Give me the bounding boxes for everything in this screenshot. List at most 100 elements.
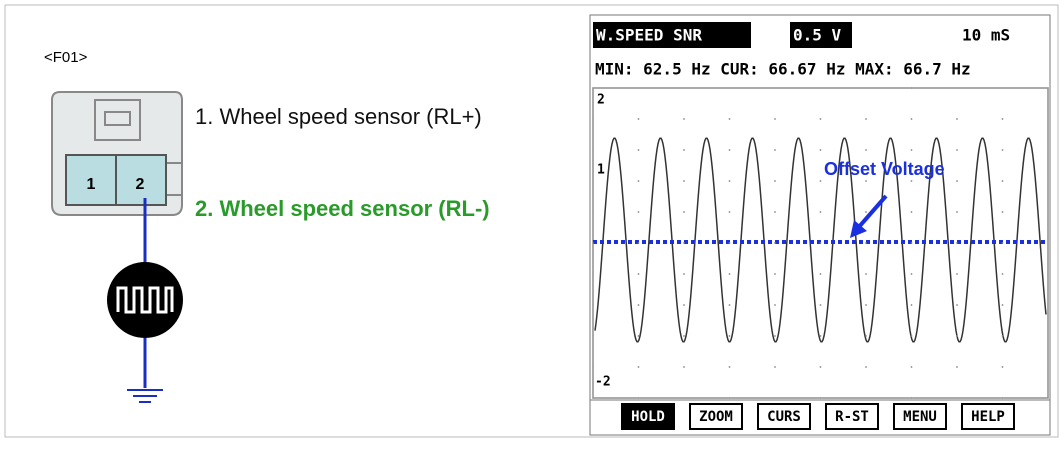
sensor-symbol xyxy=(107,262,183,338)
grid-dot xyxy=(956,304,958,306)
grid-dot xyxy=(592,211,594,213)
scope-button[interactable]: ZOOM xyxy=(689,403,743,430)
button-face xyxy=(689,403,743,430)
grid-dot xyxy=(956,242,958,244)
grid-dot xyxy=(728,149,731,151)
grid-dot xyxy=(637,118,640,120)
grid-dot xyxy=(637,180,640,182)
grid-dot xyxy=(819,180,822,182)
grid-dot xyxy=(728,273,731,275)
pin-cell xyxy=(115,154,167,206)
scope: W.SPEED SNR 0.5 V 10 mS MIN: 62.5 Hz CUR… xyxy=(589,14,1051,436)
scope-button[interactable]: R-ST xyxy=(825,403,879,430)
grid-dot xyxy=(1001,87,1004,89)
grid-dot xyxy=(774,149,776,151)
grid-dot xyxy=(1047,366,1049,368)
grid-dot xyxy=(637,304,640,306)
pin-number: 2 xyxy=(136,176,145,193)
grid-dot xyxy=(956,180,958,182)
grid-dot xyxy=(592,149,594,151)
grid-dot xyxy=(683,366,685,368)
grid-dot xyxy=(592,366,594,368)
scope-button[interactable]: HELP xyxy=(961,403,1015,430)
grid-dot xyxy=(683,304,685,306)
grid-dot xyxy=(592,335,594,337)
grid-dot xyxy=(1001,304,1004,306)
button-face xyxy=(825,403,879,430)
button-label: HOLD xyxy=(631,409,665,425)
grid-dot xyxy=(1001,242,1004,244)
grid-dot xyxy=(683,273,685,275)
grid-dot xyxy=(819,211,822,213)
grid-dot xyxy=(728,118,731,120)
grid-dot xyxy=(910,211,913,213)
grid-dot xyxy=(865,273,867,275)
button-face xyxy=(961,403,1015,430)
button-label: R-ST xyxy=(835,409,869,425)
grid-dot xyxy=(910,366,913,368)
grid-dot xyxy=(728,366,731,368)
grid-dot xyxy=(819,87,822,89)
button-label: MENU xyxy=(903,409,937,425)
grid-dot xyxy=(1047,335,1049,337)
axis-label: 2 xyxy=(597,93,605,108)
grid-dot xyxy=(728,335,731,337)
grid-dot xyxy=(1047,118,1049,120)
grid-dot xyxy=(956,211,958,213)
grid-dot xyxy=(865,180,867,182)
grid-dot xyxy=(910,149,913,151)
legend-item: 2. Wheel speed sensor (RL-) xyxy=(195,196,490,221)
grid-dot xyxy=(683,335,685,337)
axis-label: 1 xyxy=(597,163,605,178)
grid-dot xyxy=(819,397,822,399)
grid-dot xyxy=(956,366,958,368)
connector-latch xyxy=(94,99,141,141)
grid-dot xyxy=(728,87,731,89)
grid-dot xyxy=(910,304,913,306)
button-face xyxy=(621,403,675,430)
grid-dot xyxy=(865,118,867,120)
channel-name: W.SPEED SNR xyxy=(596,26,702,45)
button-label: CURS xyxy=(767,409,801,425)
grid-dot xyxy=(774,335,776,337)
grid-dot xyxy=(819,335,822,337)
scope-button[interactable]: HOLD xyxy=(621,403,675,430)
grid-dot xyxy=(910,118,913,120)
grid-dot xyxy=(637,397,640,399)
grid-dot xyxy=(774,118,776,120)
grid-dot xyxy=(1001,118,1004,120)
grid-dot xyxy=(637,87,640,89)
grid-dot xyxy=(865,242,867,244)
grid-dot xyxy=(1001,366,1004,368)
grid-dot xyxy=(1047,211,1049,213)
grid-dot xyxy=(910,335,913,337)
time-div: 10 mS xyxy=(962,26,1010,45)
header-box xyxy=(593,22,751,48)
grid-dot xyxy=(728,242,731,244)
grid-dot xyxy=(956,335,958,337)
grid-dot xyxy=(956,397,958,399)
grid-dot xyxy=(728,397,731,399)
grid-dot xyxy=(683,180,685,182)
grid-dot xyxy=(1001,180,1004,182)
grid-dot xyxy=(774,273,776,275)
arrow-head xyxy=(850,220,867,238)
grid-dot xyxy=(956,87,958,89)
grid-dot xyxy=(637,211,640,213)
connector-label: <F01> xyxy=(44,49,88,66)
grid-dot xyxy=(637,242,640,244)
grid-dot xyxy=(865,87,867,89)
scope-button[interactable]: CURS xyxy=(757,403,811,430)
grid-dot xyxy=(683,211,685,213)
grid-dot xyxy=(637,335,640,337)
scope-button[interactable]: MENU xyxy=(893,403,947,430)
grid-dot xyxy=(1001,211,1004,213)
grid-dot xyxy=(819,304,822,306)
grid-dot xyxy=(819,273,822,275)
legend-item: 1. Wheel speed sensor (RL+) xyxy=(195,104,482,129)
grid-dot xyxy=(592,180,594,182)
sensor-wave-icon xyxy=(116,286,174,314)
grid-dot xyxy=(1001,397,1004,399)
grid-dot xyxy=(1047,149,1049,151)
button-face xyxy=(893,403,947,430)
